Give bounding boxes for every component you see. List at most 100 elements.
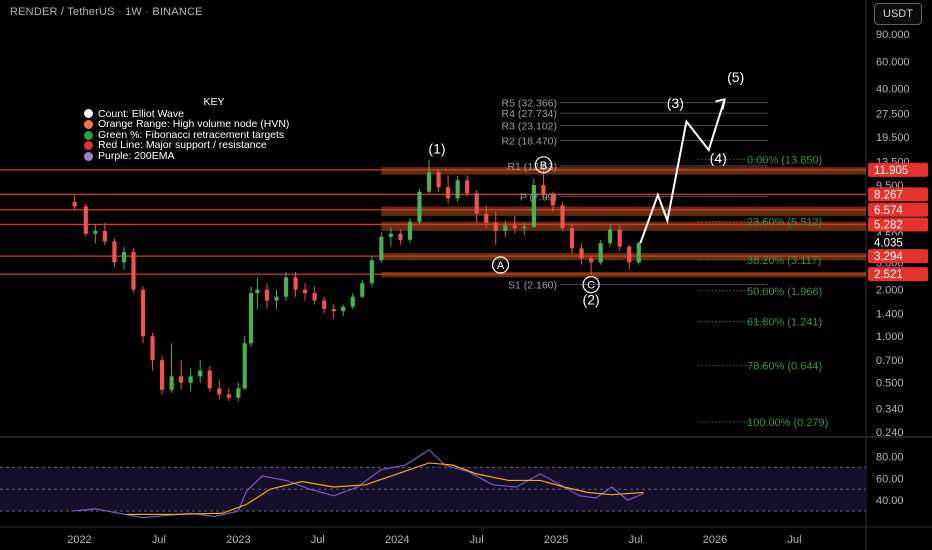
legend-item: Green %: Fibonacci retracement targets [84, 130, 344, 141]
fib-label: 50.00% (1.966) [747, 286, 822, 298]
candle-body [293, 277, 298, 290]
rsi-axis-tick: 40.00 [876, 495, 904, 507]
candle-body [445, 187, 451, 199]
candle-body [248, 293, 254, 344]
candle-body [140, 289, 146, 337]
legend-item-label: Count: Elliot Wave [98, 107, 184, 120]
candle-body [360, 283, 365, 297]
candle-body [255, 289, 260, 294]
dot-icon [84, 130, 93, 140]
price-label-box [868, 267, 928, 282]
price-label-box [868, 249, 928, 264]
wave-label: (5) [727, 69, 744, 85]
legend-key: KEY Count: Elliot Wave Orange Range: Hig… [84, 97, 344, 162]
wave-label: (4) [710, 150, 727, 166]
time-axis-tick: 2022 [67, 534, 91, 546]
time-axis-tick: Jul [311, 534, 325, 546]
time-axis-tick: 2025 [544, 534, 568, 546]
candle-body [474, 193, 479, 214]
candle-body [217, 388, 222, 395]
wave-label: A [497, 260, 505, 272]
wave-label: B [540, 160, 547, 172]
legend-item-label: Orange Range: High volume node (HVN) [98, 118, 290, 131]
price-label-text: 5.282 [874, 219, 903, 231]
candle-body [331, 308, 336, 312]
candle-body [417, 191, 422, 222]
candle-body [550, 194, 556, 206]
fib-label: 61.80% (1.241) [747, 317, 822, 329]
price-axis-tick: 2.000 [876, 285, 904, 297]
candle-body [598, 243, 603, 263]
candle-body [541, 185, 546, 195]
wave-label: C [587, 280, 595, 292]
candle-body [159, 360, 165, 390]
candle-body [617, 229, 622, 247]
time-axis-tick: 2024 [385, 534, 409, 546]
wave-circle-icon [582, 276, 600, 294]
candle-body [426, 172, 432, 192]
wave-circle-icon [491, 256, 510, 274]
price-label-box [868, 217, 928, 232]
candle-body [589, 258, 594, 263]
price-axis-tick: 0.240 [876, 427, 904, 439]
price-label-text: 6.574 [874, 205, 903, 217]
candle-body [207, 370, 212, 389]
price-axis-tick: 0.340 [876, 404, 904, 416]
price-axis-tick: 27.500 [876, 109, 910, 121]
price-axis-tick: 0.700 [876, 355, 904, 367]
price-axis-tick: 40.000 [876, 84, 910, 96]
candle-body [283, 277, 289, 297]
projection-path [639, 99, 726, 244]
candle-body [236, 388, 241, 398]
currency-button[interactable]: USDT [874, 3, 922, 25]
dot-icon [84, 119, 93, 129]
candle-body [188, 376, 193, 383]
candle-body [636, 243, 641, 263]
price-axis-tick: 0.500 [876, 378, 904, 390]
hvn-zone [381, 221, 866, 231]
price-label-text: 2.521 [874, 269, 903, 281]
legend-item-label: Green %: Fibonacci retracement targets [98, 128, 285, 141]
time-axis-tick: 2026 [703, 534, 727, 546]
price-label-text: 11.905 [874, 165, 908, 177]
candle-body [398, 233, 403, 240]
time-axis-tick: Jul [629, 534, 643, 546]
candle-body [627, 246, 632, 263]
candle-body [493, 222, 498, 231]
candle-body [169, 376, 174, 390]
candle-body [131, 252, 136, 290]
time-axis-tick: Jul [470, 534, 484, 546]
legend-item: Orange Range: High volume node (HVN) [84, 119, 344, 130]
candle-body [93, 230, 98, 234]
candle-body [388, 233, 393, 237]
price-label-box [868, 235, 928, 250]
rsi-axis-tick: 60.00 [876, 473, 904, 485]
price-axis-tick: 1.000 [876, 331, 904, 343]
price-label-text: 8.267 [874, 189, 903, 201]
price-label-text: 4.035 [874, 238, 903, 250]
legend-item-label: Red Line: Major support / resistance [98, 139, 267, 152]
fib-label: 78.60% (0.644) [747, 361, 822, 373]
legend-item: Red Line: Major support / resistance [84, 140, 344, 151]
candle-body [407, 221, 413, 240]
rsi-ma-line [127, 462, 644, 515]
wave-label: (2) [583, 292, 600, 308]
candle-body [465, 180, 470, 194]
wave-label: (3) [667, 95, 684, 111]
candle-body [608, 229, 613, 244]
fib-label: 23.60% (5.512) [747, 217, 822, 229]
fib-label: 100.00% (0.279) [747, 417, 828, 429]
legend-title: KEY [203, 96, 225, 108]
candle-body [531, 185, 537, 227]
pivot-label: R3 (23.102) [502, 120, 557, 132]
pivot-label: R5 (32.366) [502, 98, 557, 110]
dot-icon [84, 151, 93, 161]
candle-body [503, 225, 508, 231]
symbol-header: RENDER / TetherUS · 1W · BINANCE [10, 6, 203, 18]
price-label-text: 3.294 [874, 251, 903, 263]
pivot-label: P (7.99) [520, 192, 557, 204]
pivot-label: R1 (12.63) [507, 161, 557, 173]
candle-body [150, 336, 155, 361]
candle-body [274, 296, 279, 301]
